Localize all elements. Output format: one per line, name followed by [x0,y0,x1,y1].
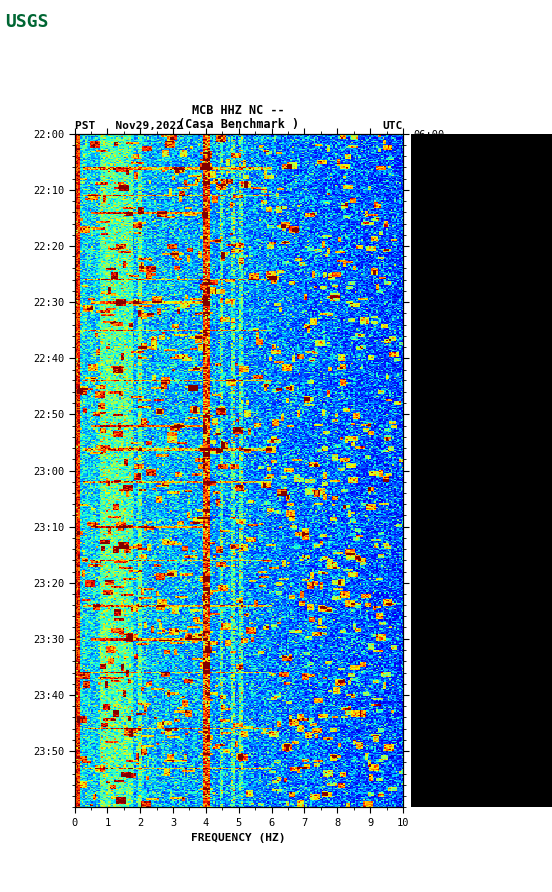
Text: (Casa Benchmark ): (Casa Benchmark ) [178,118,299,131]
Text: UTC: UTC [383,121,403,131]
X-axis label: FREQUENCY (HZ): FREQUENCY (HZ) [192,833,286,843]
Text: PST   Nov29,2022: PST Nov29,2022 [75,121,183,131]
Text: USGS: USGS [6,13,49,31]
Text: MCB HHZ NC --: MCB HHZ NC -- [193,103,285,117]
